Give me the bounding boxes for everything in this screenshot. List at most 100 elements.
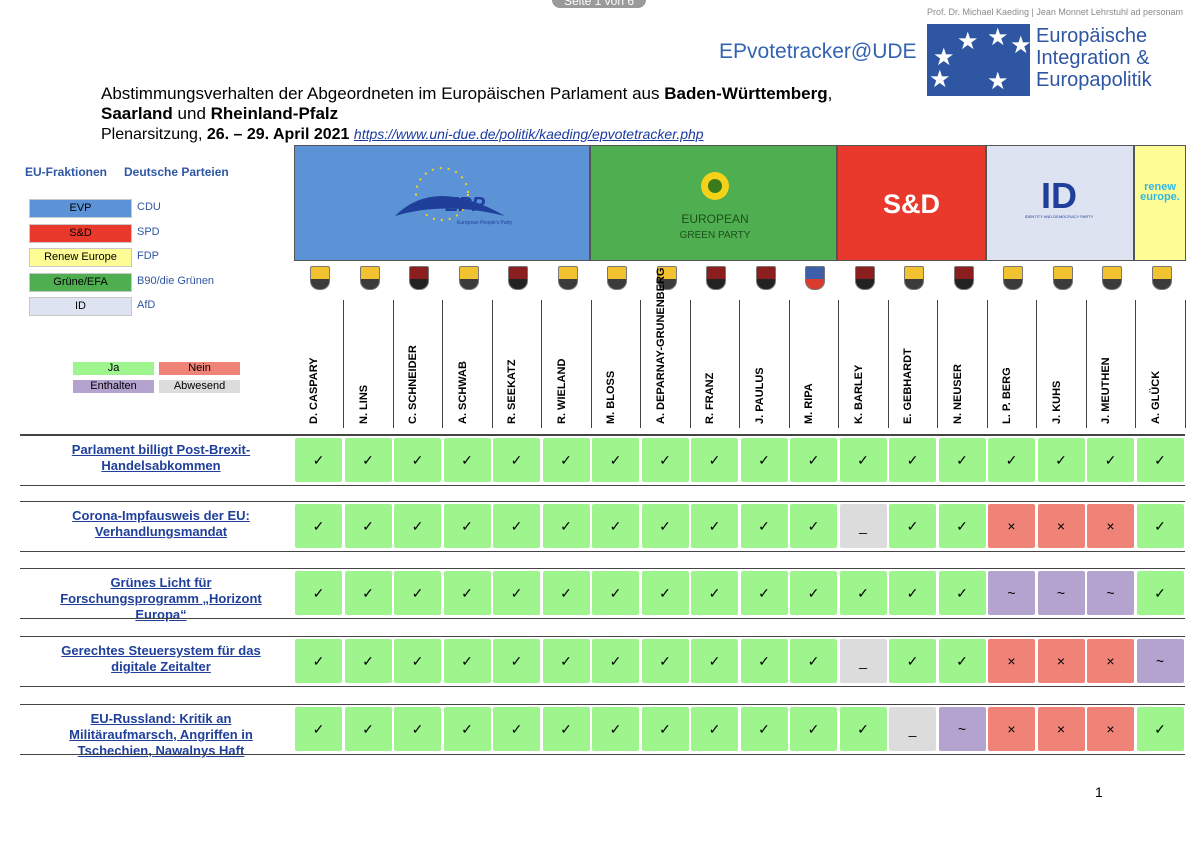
vote-cell: ✓ xyxy=(443,639,491,683)
legend-party-label: B90/die Grünen xyxy=(137,274,215,287)
svg-text:GREEN PARTY: GREEN PARTY xyxy=(680,230,751,241)
vote-cell: ✓ xyxy=(592,504,639,548)
vote-cell: × xyxy=(1037,707,1085,751)
vote-cell: ✓ xyxy=(493,639,540,683)
mep-column-header: D. CASPARY xyxy=(294,300,344,428)
vote-title-link[interactable]: Parlament billigt Post-Brexit-Handelsabk… xyxy=(71,442,251,473)
mep-column-header: C. SCHNEIDER xyxy=(393,300,443,428)
vote-cell: ✓ xyxy=(493,438,540,482)
vote-cell: ✓ xyxy=(443,707,491,751)
vote-cell: ✓ xyxy=(740,707,788,751)
brand-title: EPvotetracker@UDE xyxy=(719,40,917,63)
vote-cell: ✓ xyxy=(691,571,738,615)
vote-cell: × xyxy=(988,504,1035,548)
vote-title-link[interactable]: Grünes Licht für Forschungsprogramm „Hor… xyxy=(60,575,262,622)
vote-cell: ✓ xyxy=(344,639,392,683)
legend-party-label: FDP xyxy=(137,250,159,262)
mep-name: R. SEEKATZ xyxy=(506,359,518,424)
renew-group-header: renew europe. xyxy=(1134,145,1186,261)
vote-cell: ✓ xyxy=(542,707,590,751)
vote-cell: ✓ xyxy=(839,571,887,615)
mep-column-header: A. GLÜCK xyxy=(1136,300,1186,428)
page-indicator: Seite 1 von 6 xyxy=(552,0,646,8)
vote-cell: ✓ xyxy=(542,639,590,683)
mep-column-header: R. FRANZ xyxy=(690,300,740,428)
state-crest-icon xyxy=(904,266,924,290)
mep-name: R. WIELAND xyxy=(555,358,568,424)
mep-name: L. P. BERG xyxy=(1001,367,1013,424)
sd-group-header: S&D xyxy=(837,145,986,261)
vote-cell: ✓ xyxy=(740,571,788,615)
vote-cell: ✓ xyxy=(889,438,936,482)
legend-group-box: S&D xyxy=(29,223,132,243)
state-crest-icon xyxy=(953,266,974,290)
state-crest-icon xyxy=(1052,266,1073,290)
state-crest-icon xyxy=(310,266,330,290)
tracker-link[interactable]: https://www.uni-due.de/politik/kaeding/e… xyxy=(353,126,704,142)
vote-cell: ✓ xyxy=(1136,504,1184,548)
vote-cell: ✓ xyxy=(740,639,788,683)
vote-cell: ✓ xyxy=(938,639,986,683)
mep-column-header: A. SCHWAB xyxy=(443,300,493,428)
vote-cell: ✓ xyxy=(344,504,392,548)
vote-cell: _ xyxy=(839,639,887,683)
mep-name: J. MEUTHEN xyxy=(1100,357,1112,424)
vote-cell: ✓ xyxy=(740,438,788,482)
vote-cell: ✓ xyxy=(295,639,342,683)
vote-title-link[interactable]: EU-Russland: Kritik an Militäraufmarsch,… xyxy=(69,711,253,758)
legend-party-label: AfD xyxy=(137,299,156,311)
legend-party-label: SPD xyxy=(137,225,160,238)
vote-cell: ✓ xyxy=(542,571,590,615)
state-crest-icon xyxy=(458,266,479,290)
vote-cell: ✓ xyxy=(790,504,837,548)
mep-column-header: N. NEUSER xyxy=(938,300,988,428)
vote-cell: ~ xyxy=(1136,639,1184,683)
vote-cell: ✓ xyxy=(1087,438,1134,482)
chair-credit: Prof. Dr. Michael Kaeding | Jean Monnet … xyxy=(927,7,1183,17)
vote-cell: ✓ xyxy=(641,504,689,548)
vote-cell: ✓ xyxy=(988,438,1035,482)
mep-name: N. LINS xyxy=(357,384,370,424)
vote-cell: ✓ xyxy=(839,438,887,482)
vote-cell: ✓ xyxy=(394,504,441,548)
vote-cell: ✓ xyxy=(493,707,540,751)
mep-column-header: R. WIELAND xyxy=(542,300,592,428)
vote-cell: ✓ xyxy=(839,707,887,751)
state-crest-icon xyxy=(656,266,677,290)
vote-cell: ✓ xyxy=(443,504,491,548)
mep-name: K. BARLEY xyxy=(852,364,865,424)
state-crest-icon xyxy=(607,266,627,290)
vote-cell: ✓ xyxy=(542,504,590,548)
legend-parties-heading: Deutsche Parteien xyxy=(124,165,229,179)
epp-logo: EPP European People's Party xyxy=(395,167,513,226)
svg-text:ID: ID xyxy=(1041,175,1077,216)
state-crest-icon xyxy=(1003,266,1023,290)
row-divider xyxy=(20,754,1185,755)
state-crest-icon xyxy=(508,266,528,290)
legend-abstain: Enthalten xyxy=(73,380,154,393)
state-crest-icon xyxy=(854,266,875,290)
vote-cell: ✓ xyxy=(295,571,342,615)
vote-cell: ✓ xyxy=(493,504,540,548)
vote-cell: ✓ xyxy=(641,571,689,615)
state-crest-icon xyxy=(1151,266,1172,290)
vote-cell: ✓ xyxy=(394,639,441,683)
mep-name: C. SCHNEIDER xyxy=(407,345,419,424)
state-crest-icon xyxy=(359,266,380,290)
vote-cell: ✓ xyxy=(443,438,491,482)
id-group-header: ID IDENTITY AND DEMOCRACY PARTY xyxy=(986,145,1134,261)
row-divider xyxy=(20,551,1185,552)
vote-cell: ~ xyxy=(988,571,1035,615)
vote-title-link[interactable]: Gerechtes Steuersystem für das digitale … xyxy=(61,643,261,674)
vote-cell: ✓ xyxy=(641,639,689,683)
vote-cell: ✓ xyxy=(790,438,837,482)
mep-name: M. RIPA xyxy=(803,383,815,424)
vote-cell: ✓ xyxy=(295,707,342,751)
vote-title-link[interactable]: Corona-Impfausweis der EU: Verhandlungsm… xyxy=(72,508,250,539)
page-title: Abstimmungsverhalten der Abgeordneten im… xyxy=(101,84,833,123)
row-divider xyxy=(20,435,1185,436)
mep-name: N. NEUSER xyxy=(951,364,964,424)
vote-cell: ✓ xyxy=(740,504,788,548)
mep-name: M. BLOSS xyxy=(605,370,617,424)
vote-cell: ✓ xyxy=(691,438,738,482)
